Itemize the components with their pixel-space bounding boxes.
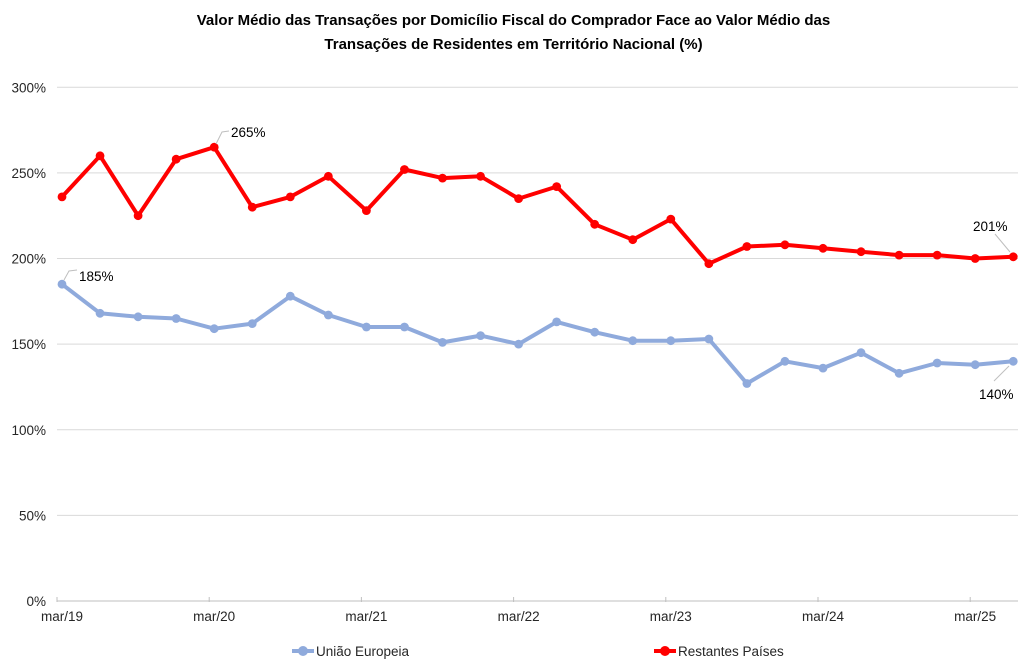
data-point-restantes-paises	[476, 171, 485, 181]
data-point-restantes-paises	[362, 206, 371, 216]
data-point-uniao-europeia	[894, 368, 904, 378]
legend-item-uniao-europeia: União Europeia	[292, 642, 409, 660]
data-point-uniao-europeia	[285, 291, 295, 301]
data-point-uniao-europeia	[362, 322, 371, 332]
data-point-restantes-paises	[57, 192, 67, 202]
annotation-leader-line	[215, 130, 230, 145]
data-point-uniao-europeia	[970, 360, 980, 370]
annotation-label-uniao-europeia: 185%	[79, 269, 114, 284]
annotation-label-uniao-europeia: 140%	[979, 387, 1014, 402]
x-axis-label: mar/20	[193, 609, 235, 624]
x-axis-label: mar/24	[802, 609, 845, 624]
annotation-leader-line	[994, 233, 1011, 253]
annotation-label-restantes-paises: 265%	[231, 125, 266, 140]
legend-label: Restantes Países	[678, 643, 784, 659]
chart-title: Valor Médio das Transações por Domicílio…	[0, 9, 1027, 57]
data-point-uniao-europeia	[95, 308, 105, 318]
data-point-uniao-europeia	[666, 336, 676, 346]
line-series-marker-icon	[292, 646, 314, 656]
data-point-restantes-paises	[932, 250, 942, 260]
series-line-restantes-paises	[60, 145, 1016, 266]
chart-title-line1: Valor Médio das Transações por Domicílio…	[196, 12, 831, 29]
data-point-restantes-paises	[628, 235, 638, 245]
annotation-leader-line	[993, 365, 1010, 382]
x-axis-label: mar/21	[345, 609, 387, 624]
x-axis-label: mar/25	[954, 609, 996, 624]
data-point-restantes-paises	[856, 247, 866, 257]
data-point-restantes-paises	[742, 242, 752, 251]
series-line-uniao-europeia	[60, 282, 1016, 386]
annotation-leader-line	[63, 269, 78, 281]
line-series-marker-icon	[654, 646, 676, 656]
legend-label: União Europeia	[316, 643, 410, 659]
data-point-restantes-paises	[704, 259, 714, 269]
data-point-uniao-europeia	[438, 338, 447, 347]
data-point-uniao-europeia	[133, 312, 143, 322]
data-point-uniao-europeia	[247, 319, 257, 328]
data-point-uniao-europeia	[209, 324, 219, 334]
y-axis-label: 300%	[11, 80, 46, 95]
chart-title-line2: Transações de Residentes em Território N…	[324, 36, 703, 53]
data-point-uniao-europeia	[856, 348, 866, 358]
data-point-restantes-paises	[247, 202, 257, 212]
y-axis-label: 250%	[11, 166, 46, 181]
data-point-restantes-paises	[894, 250, 904, 260]
data-point-uniao-europeia	[552, 317, 562, 327]
y-axis-label: 150%	[11, 337, 46, 352]
data-point-uniao-europeia	[742, 379, 752, 388]
data-point-restantes-paises	[552, 182, 562, 192]
data-point-uniao-europeia	[171, 314, 181, 323]
y-axis-label: 50%	[19, 508, 46, 523]
data-point-restantes-paises	[323, 171, 333, 181]
data-point-restantes-paises	[970, 254, 980, 263]
data-point-uniao-europeia	[780, 356, 790, 366]
y-axis-label: 200%	[11, 252, 46, 267]
data-point-restantes-paises	[133, 211, 143, 221]
data-point-restantes-paises	[438, 173, 447, 183]
data-point-uniao-europeia	[590, 327, 600, 337]
data-point-uniao-europeia	[704, 334, 714, 344]
data-point-restantes-paises	[400, 165, 409, 174]
data-point-restantes-paises	[95, 151, 105, 161]
data-point-uniao-europeia	[400, 322, 409, 332]
data-point-uniao-europeia	[476, 331, 485, 340]
data-point-uniao-europeia	[514, 339, 523, 349]
x-axis-label: mar/23	[650, 609, 692, 624]
data-point-uniao-europeia	[818, 363, 828, 373]
data-point-uniao-europeia	[57, 279, 67, 289]
annotation-label-restantes-paises: 201%	[973, 219, 1008, 234]
data-point-restantes-paises	[1008, 252, 1018, 262]
data-point-uniao-europeia	[628, 336, 638, 346]
y-axis-label: 100%	[11, 423, 46, 438]
data-point-restantes-paises	[780, 240, 790, 250]
data-point-restantes-paises	[666, 214, 676, 224]
data-point-uniao-europeia	[323, 310, 333, 320]
data-point-restantes-paises	[285, 192, 295, 202]
legend: União Europeia Restantes Países	[0, 642, 1027, 662]
data-point-restantes-paises	[590, 219, 600, 229]
x-axis-label: mar/22	[498, 609, 540, 624]
data-point-restantes-paises	[209, 142, 219, 152]
legend-item-restantes-paises: Restantes Países	[654, 642, 784, 660]
x-axis-label: mar/19	[41, 609, 83, 624]
data-point-uniao-europeia	[932, 358, 942, 368]
data-point-restantes-paises	[171, 154, 181, 164]
data-point-restantes-paises	[818, 243, 828, 253]
y-axis-label: 0%	[26, 594, 46, 609]
data-point-uniao-europeia	[1008, 356, 1018, 366]
data-point-restantes-paises	[514, 194, 523, 204]
